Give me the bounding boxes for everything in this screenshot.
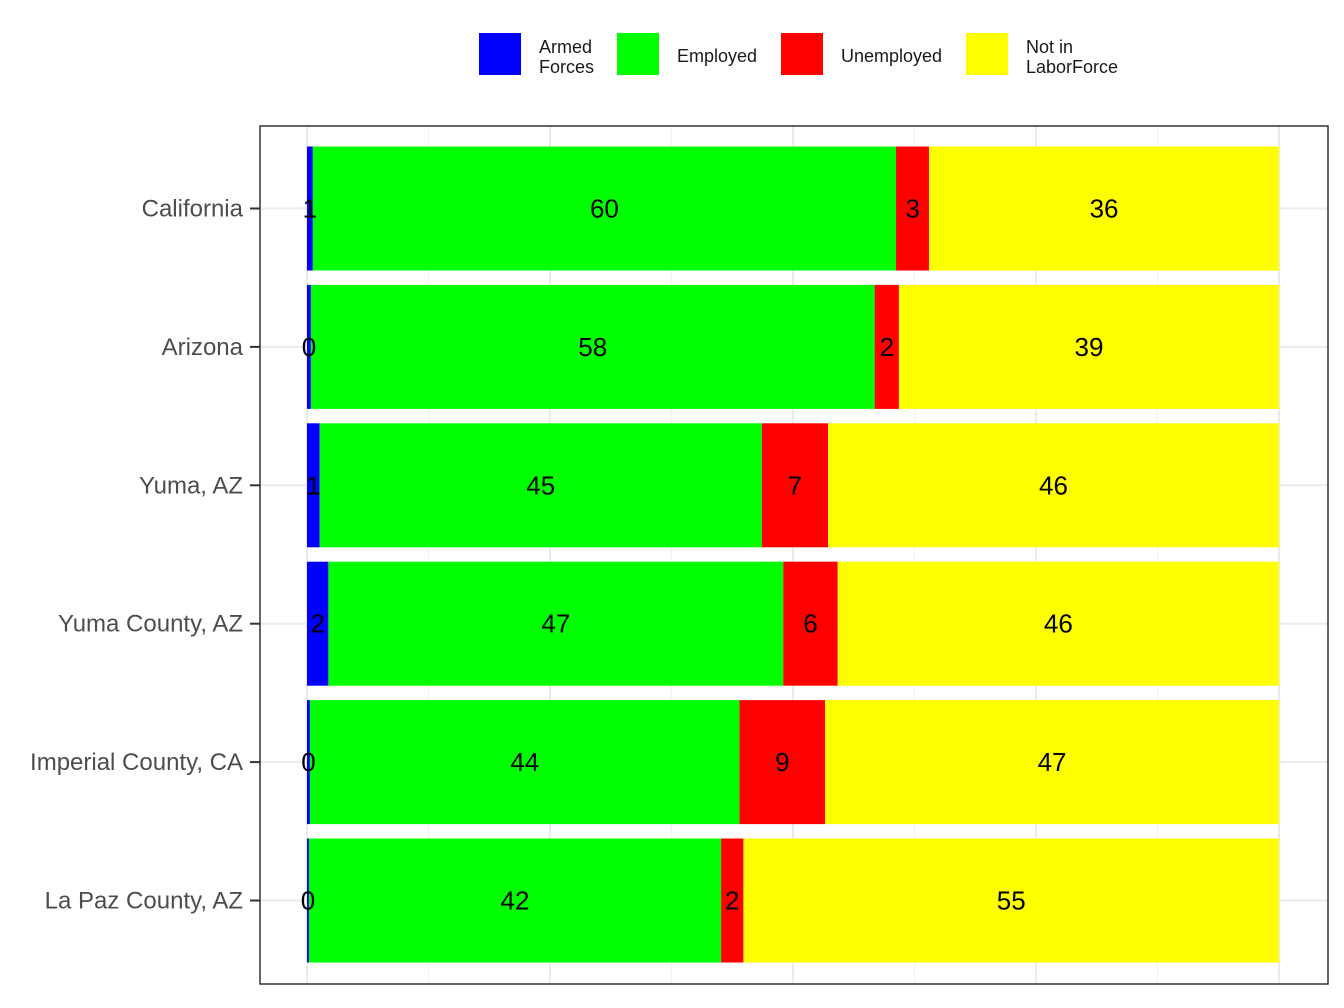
legend-label-employed: Employed	[677, 46, 757, 66]
y-tick-label-imperial-county-ca: Imperial County, CA	[30, 749, 243, 776]
data-labels: 1 60 3 36 0 58 2 39 1 45 7 46 2 47 6 46 0 44 9 47 0 42 2 55	[301, 194, 1119, 916]
data-label-armed-forces-yuma-az: 1	[306, 470, 320, 500]
bar-employed-arizona	[310, 284, 875, 409]
bar-not-in-laborforce-yuma-county-az	[837, 561, 1279, 686]
data-label-employed-imperial-county-ca: 44	[510, 747, 539, 777]
data-label-unemployed-california: 3	[905, 194, 919, 224]
legend-key-not-in-laborforce	[966, 33, 1008, 75]
data-label-employed-arizona: 58	[578, 332, 607, 362]
data-label-armed-forces-yuma-county-az: 2	[310, 609, 324, 639]
data-label-not-in-laborforce-la-paz-county-az: 55	[997, 886, 1026, 916]
y-tick-label-california: California	[142, 196, 244, 223]
bar-armed-forces-yuma-county-az	[307, 561, 329, 686]
legend-key-armed-forces	[479, 33, 521, 75]
bar-not-in-laborforce-yuma-az	[827, 423, 1279, 548]
bar-employed-yuma-az	[319, 423, 762, 548]
bar-not-in-laborforce-imperial-county-ca	[825, 700, 1279, 825]
data-label-armed-forces-arizona: 0	[302, 332, 316, 362]
data-label-employed-california: 60	[590, 194, 619, 224]
y-tick-label-arizona: Arizona	[162, 334, 244, 361]
bar-unemployed-la-paz-county-az	[721, 838, 744, 963]
plot-panel-border	[259, 125, 1329, 985]
data-label-employed-yuma-az: 45	[526, 470, 555, 500]
bar-not-in-laborforce-arizona	[898, 284, 1279, 409]
legend-key-employed	[617, 33, 659, 75]
data-label-unemployed-la-paz-county-az: 2	[725, 886, 739, 916]
legend-label-armed-forces: Armed Forces	[539, 37, 594, 77]
bar-not-in-laborforce-la-paz-county-az	[743, 838, 1279, 963]
bar-employed-yuma-county-az	[328, 561, 784, 686]
y-tick-label-la-paz-county-az: La Paz County, AZ	[45, 888, 243, 915]
bar-unemployed-imperial-county-ca	[739, 700, 826, 825]
bar-unemployed-arizona	[874, 284, 899, 409]
data-label-armed-forces-california: 1	[303, 194, 317, 224]
bar-employed-la-paz-county-az	[308, 838, 722, 963]
legend-key-unemployed	[781, 33, 823, 75]
bar-unemployed-yuma-az	[761, 423, 828, 548]
bar-not-in-laborforce-california	[929, 146, 1279, 271]
y-axis: California Arizona Yuma, AZ Yuma County, AZ…	[30, 196, 260, 915]
bar-armed-forces-yuma-az	[307, 423, 320, 548]
bar-armed-forces-la-paz-county-az	[307, 838, 309, 963]
data-label-unemployed-yuma-county-az: 6	[803, 609, 817, 639]
bars	[307, 146, 1279, 963]
data-label-unemployed-arizona: 2	[880, 332, 894, 362]
data-label-unemployed-yuma-az: 7	[788, 470, 802, 500]
data-label-unemployed-imperial-county-ca: 9	[775, 747, 789, 777]
legend-label-not-in-laborforce: Not in LaborForce	[1026, 37, 1118, 77]
legend: Armed Forces Employed Unemployed Not in Labor…	[479, 33, 1118, 77]
data-label-not-in-laborforce-imperial-county-ca: 47	[1038, 747, 1067, 777]
data-label-not-in-laborforce-arizona: 39	[1075, 332, 1104, 362]
data-label-not-in-laborforce-yuma-az: 46	[1039, 470, 1068, 500]
data-label-armed-forces-imperial-county-ca: 0	[301, 747, 315, 777]
bar-armed-forces-imperial-county-ca	[307, 700, 310, 825]
legend-label-unemployed: Unemployed	[841, 46, 942, 66]
data-label-not-in-laborforce-yuma-county-az: 46	[1044, 609, 1073, 639]
bar-employed-california	[312, 146, 897, 271]
y-tick-label-yuma-county-az: Yuma County, AZ	[58, 611, 243, 638]
data-label-employed-la-paz-county-az: 42	[501, 886, 530, 916]
y-tick-label-yuma-az: Yuma, AZ	[139, 472, 243, 499]
bar-employed-imperial-county-ca	[309, 700, 740, 825]
bar-armed-forces-arizona	[307, 284, 311, 409]
data-label-armed-forces-la-paz-county-az: 0	[301, 886, 315, 916]
bar-armed-forces-california	[307, 146, 313, 271]
bar-unemployed-yuma-county-az	[783, 561, 838, 686]
bar-unemployed-california	[896, 146, 930, 271]
data-label-employed-yuma-county-az: 47	[541, 609, 570, 639]
data-label-not-in-laborforce-california: 36	[1090, 194, 1119, 224]
